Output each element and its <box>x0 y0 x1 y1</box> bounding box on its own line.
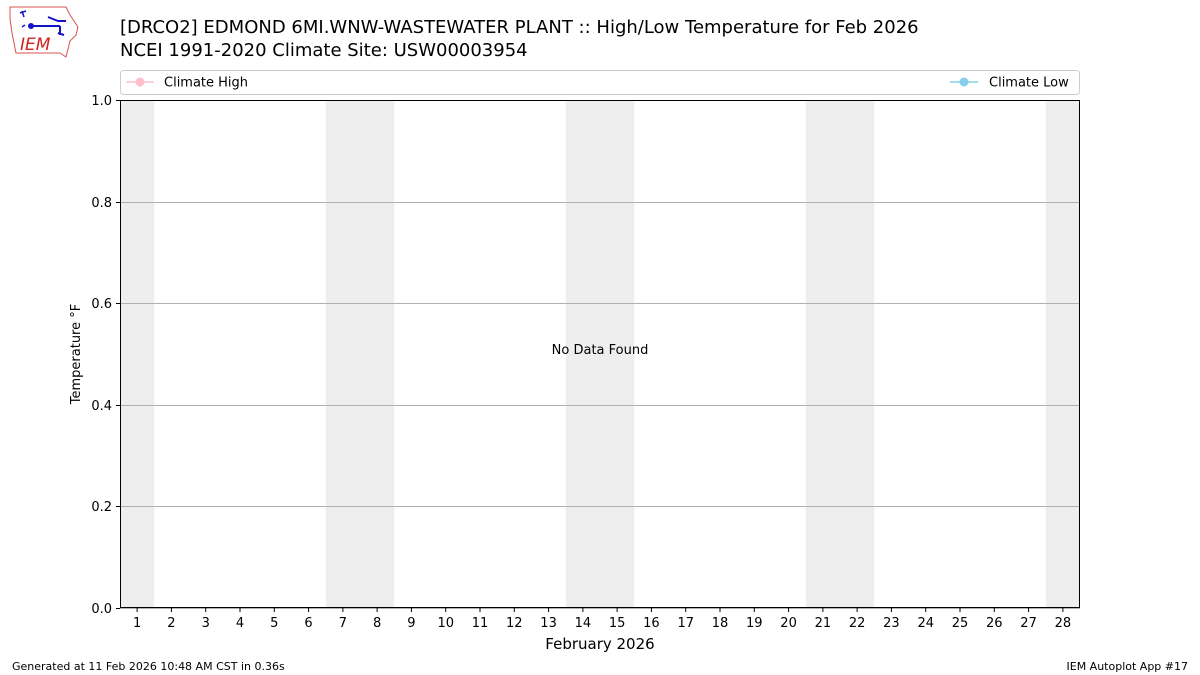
y-tick-label: 0.4 <box>91 399 112 414</box>
x-tick-label: 25 <box>952 616 969 631</box>
weekend-shading <box>325 100 360 608</box>
x-tick-label: 26 <box>986 616 1003 631</box>
x-tick-label: 6 <box>304 616 312 631</box>
x-tick-label: 17 <box>677 616 694 631</box>
x-tick-label: 28 <box>1055 616 1072 631</box>
x-tick-label: 7 <box>339 616 347 631</box>
y-tick-label: 0.8 <box>91 196 112 211</box>
x-tick-label: 20 <box>780 616 797 631</box>
plot-frame <box>120 100 1080 608</box>
y-tick-label: 0.0 <box>91 602 112 617</box>
legend-item-climate-low: Climate Low <box>950 76 1069 91</box>
weekend-shading <box>1045 100 1080 608</box>
x-tick-label: 13 <box>540 616 557 631</box>
y-tick-label: 0.6 <box>91 297 112 312</box>
no-data-annotation: No Data Found <box>552 343 649 358</box>
x-tick-label: 2 <box>167 616 175 631</box>
legend-label-climate-high: Climate High <box>164 76 248 91</box>
autoplot-credit: IEM Autoplot App #17 <box>1066 660 1189 673</box>
x-axis-label: February 2026 <box>545 635 654 653</box>
y-tick-label: 0.2 <box>91 500 112 515</box>
generated-timestamp: Generated at 11 Feb 2026 10:48 AM CST in… <box>12 660 285 673</box>
legend-item-climate-high: Climate High <box>126 76 248 91</box>
iem-logo: IEM <box>8 5 80 59</box>
chart-title: [DRCO2] EDMOND 6MI.WNW-WASTEWATER PLANT … <box>120 17 919 38</box>
x-tick-label: 10 <box>437 616 454 631</box>
x-tick-label: 9 <box>407 616 415 631</box>
x-tick-label: 11 <box>472 616 489 631</box>
y-tick-label: 1.0 <box>91 94 112 109</box>
x-tick-label: 22 <box>849 616 866 631</box>
legend-label-climate-low: Climate Low <box>989 76 1069 91</box>
x-tick-label: 14 <box>575 616 592 631</box>
weekend-shading <box>840 100 875 608</box>
x-tick-label: 21 <box>815 616 832 631</box>
x-tick-label: 18 <box>712 616 729 631</box>
x-tick-label: 5 <box>270 616 278 631</box>
weekend-shading <box>600 100 635 608</box>
x-tick-label: 8 <box>373 616 381 631</box>
x-tick-label: 4 <box>236 616 244 631</box>
x-tick-label: 3 <box>202 616 210 631</box>
weekend-shading <box>565 100 600 608</box>
chart-subtitle: NCEI 1991-2020 Climate Site: USW00003954 <box>120 40 528 61</box>
weekend-shading <box>120 100 155 608</box>
x-tick-label: 16 <box>643 616 660 631</box>
x-tick-label: 23 <box>883 616 900 631</box>
logo-text: IEM <box>20 35 51 55</box>
legend: Climate High Climate Low <box>120 70 1080 95</box>
x-tick-label: 27 <box>1020 616 1037 631</box>
x-tick-label: 15 <box>609 616 626 631</box>
x-tick-label: 19 <box>746 616 763 631</box>
y-axis-label: Temperature °F <box>69 304 84 405</box>
x-tick-label: 12 <box>506 616 523 631</box>
weekend-shading <box>360 100 395 608</box>
x-tick-label: 24 <box>917 616 934 631</box>
x-tick-label: 1 <box>133 616 141 631</box>
weekend-shading <box>805 100 840 608</box>
